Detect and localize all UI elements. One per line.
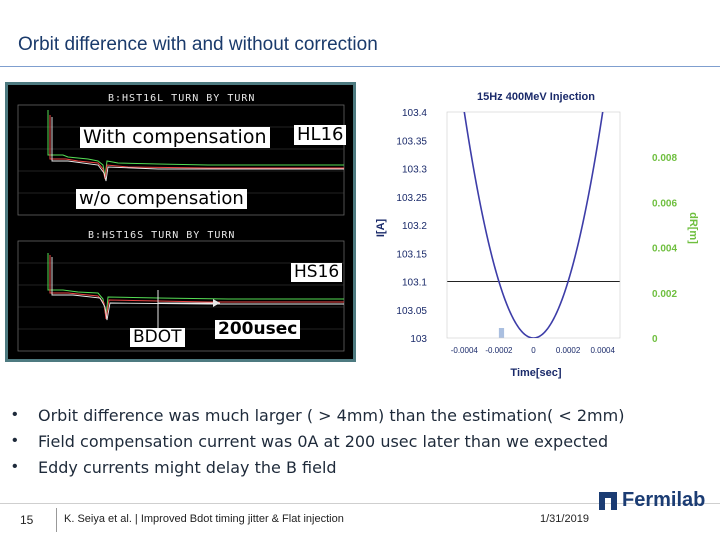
upper-trace-green	[47, 110, 344, 178]
y-tick-label: 103.25	[396, 193, 427, 204]
lower-trace-white	[51, 257, 344, 321]
x-tick-label: -0.0002	[485, 346, 513, 355]
series-line	[463, 112, 604, 338]
bullet-text: Field compensation current was 0A at 200…	[38, 431, 609, 451]
delay-label: 200usec	[215, 320, 301, 339]
y-tick-label: 103.3	[402, 165, 427, 176]
bullet-item: • Orbit difference was much larger ( > 4m…	[12, 405, 625, 425]
x-tick-label: 0	[531, 346, 536, 355]
bullet-list: • Orbit difference was much larger ( > 4m…	[12, 402, 712, 480]
footer-citation: K. Seiya et al. | Improved Bdot timing j…	[64, 513, 344, 525]
y2-tick-label: 0.006	[652, 198, 677, 209]
y2-tick-label: 0	[652, 334, 658, 345]
scope-header-bottom: B:HST16S TURN BY TURN	[88, 230, 236, 241]
lower-scope-frame	[17, 240, 345, 352]
y-tick-label: 103.15	[396, 249, 427, 260]
bullet-item: • Field compensation current was 0A at 20…	[12, 431, 609, 451]
with-compensation-label: With compensation	[80, 127, 270, 148]
chart-y2label: dR[m]	[687, 212, 698, 244]
fermilab-logo: Fermilab	[597, 489, 705, 512]
lower-trace-red	[49, 255, 344, 320]
y-tick-label: 103	[410, 334, 427, 345]
y2-tick-label: 0.002	[652, 289, 677, 300]
x-tick-label: -0.0004	[451, 346, 479, 355]
bullet-item: • Eddy currents might delay the B field	[12, 457, 337, 477]
highlight-band	[498, 328, 505, 338]
footer-separator	[56, 508, 57, 532]
upper-scope-frame	[17, 104, 345, 216]
hs16-label: HS16	[291, 263, 343, 282]
chart-title: 15Hz 400MeV Injection	[477, 91, 595, 103]
x-tick-label: 0.0004	[590, 346, 615, 355]
bullet-text: Eddy currents might delay the B field	[38, 457, 337, 477]
without-compensation-label: w/o compensation	[76, 189, 247, 209]
footer-divider	[0, 503, 720, 504]
bullet-text: Orbit difference was much larger ( > 4mm…	[38, 405, 625, 425]
upper-trace-red	[49, 115, 344, 180]
y-tick-label: 103.2	[402, 221, 427, 232]
plot-area	[446, 111, 621, 339]
x-tick-label: 0.0002	[556, 346, 581, 355]
delay-arrow-head	[213, 299, 220, 307]
page-number: 15	[20, 513, 34, 527]
fermilab-logo-icon	[599, 491, 617, 510]
oscilloscope-screenshot: B:HST16L TURN BY TURN B:HST16S TURN BY T…	[5, 82, 356, 362]
lower-trace-green	[47, 253, 344, 318]
y-tick-label: 103.35	[396, 136, 427, 147]
chart-body: 103 103.05 103.1 103.15 103.2 103.25 103.3 103.…	[396, 108, 677, 355]
title-divider	[0, 66, 720, 67]
chart-xlabel: Time[sec]	[510, 367, 561, 379]
y-tick-label: 103.05	[396, 306, 427, 317]
slide-title: Orbit difference with and without correc…	[18, 34, 378, 55]
y2-tick-label: 0.008	[652, 153, 677, 164]
chart-ylabel: I[A]	[375, 219, 387, 238]
y-tick-label: 103.1	[402, 278, 427, 289]
injection-chart: 15Hz 400MeV Injection I[A] dR[m] Time[se…	[375, 91, 698, 379]
scope-header-top: B:HST16L TURN BY TURN	[108, 93, 256, 104]
upper-trace-white	[51, 117, 344, 182]
y-tick-label: 103.4	[402, 108, 427, 119]
hl16-label: HL16	[294, 125, 347, 145]
fermilab-logo-text: Fermilab	[622, 489, 706, 511]
y2-tick-label: 0.004	[652, 244, 677, 255]
bdot-label: BDOT	[130, 328, 185, 347]
footer-date: 1/31/2019	[540, 513, 589, 525]
